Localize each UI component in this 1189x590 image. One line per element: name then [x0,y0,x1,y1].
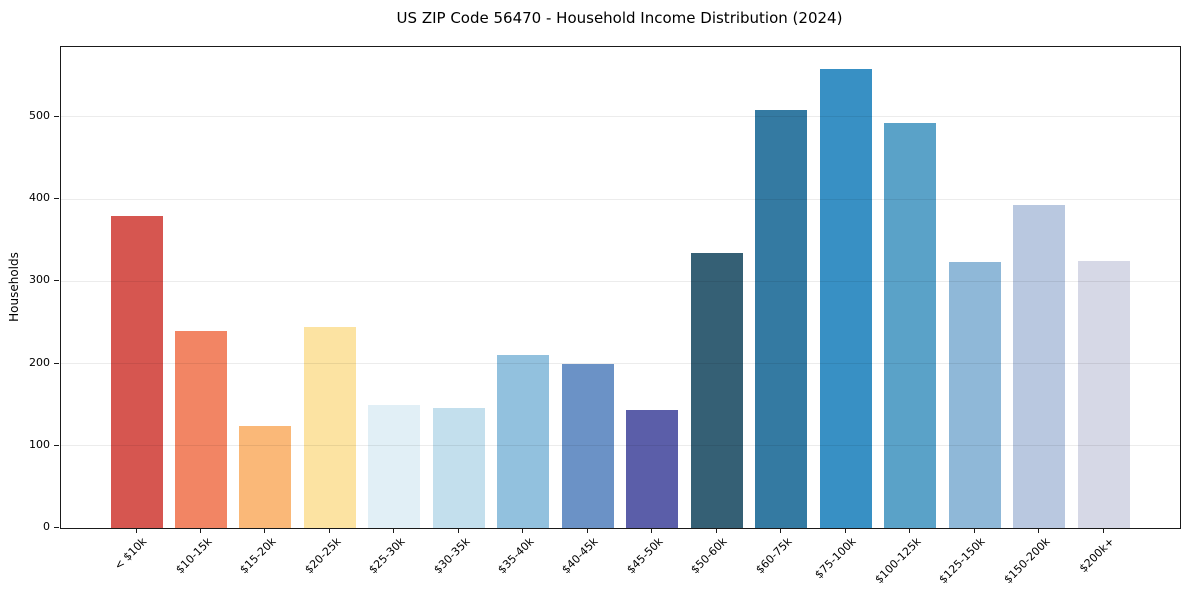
x-tick-label: $100-125k [872,535,924,587]
bar-$50-60k [690,253,743,528]
bar-$100-125k [884,122,937,528]
gridline-y-400 [61,198,1180,200]
bar-$125-150k [948,261,1001,528]
x-tick-label: < $10k [112,535,150,573]
bar-$40-45k [561,364,614,528]
x-tick-mark [393,528,395,533]
bar-$35-40k [497,354,550,528]
x-tick-mark [135,528,137,533]
bar-$150-200k [1013,204,1066,528]
y-tick-mark [54,527,59,528]
y-tick-label: 500 [29,108,50,122]
chart-title: US ZIP Code 56470 - Household Income Dis… [396,9,843,27]
x-tick-label: $40-45k [559,535,601,577]
y-tick-label: 0 [43,520,50,533]
x-tick-label: $60-75k [753,535,795,577]
bar-$30-35k [432,407,485,528]
x-tick-mark [780,528,782,533]
bar-$10-15k [174,330,227,528]
x-tick-mark [909,528,911,533]
x-tick-mark [328,528,330,533]
bar-$200k+ [1077,260,1130,528]
x-tick-mark [264,528,266,533]
x-tick-mark [844,528,846,533]
x-tick-label: $15-20k [237,535,279,577]
y-tick-mark [54,280,59,282]
bar-$60-75k [755,110,808,528]
x-tick-mark [199,528,201,533]
x-tick-mark [715,528,717,533]
x-tick-mark [1038,528,1040,533]
bar-$15-20k [239,426,292,528]
x-tick-label: $75-100k [812,535,859,582]
x-tick-mark [1102,528,1104,533]
x-tick-mark [457,528,459,533]
y-tick-label: 300 [29,273,50,287]
x-tick-mark [973,528,975,533]
gridline-y-300 [61,280,1180,282]
x-tick-mark [522,528,524,533]
x-tick-label: $35-40k [495,535,537,577]
bar-$45-50k [626,410,679,528]
x-tick-label: $150-200k [1001,535,1053,587]
x-tick-label: $125-150k [936,535,988,587]
y-tick-label: 100 [29,437,50,451]
plot-area [60,46,1181,529]
x-tick-label: $45-50k [624,535,666,577]
gridline-y-100 [61,445,1180,447]
y-tick-label: 400 [29,191,50,205]
y-axis-label: Households [7,251,21,322]
gridline-y-500 [61,116,1180,118]
gridline-y-200 [61,363,1180,365]
y-tick-mark [54,115,59,117]
x-tick-label: $20-25k [301,535,344,577]
bar-< $10k [110,215,163,528]
x-tick-label: $30-35k [430,535,473,577]
y-tick-mark [54,362,59,364]
y-tick-label: 200 [29,355,50,369]
y-tick-mark [54,444,59,446]
x-tick-mark [586,528,588,533]
x-tick-label: $200k+ [1076,535,1117,576]
x-tick-label: $25-30k [366,535,408,577]
bar-$25-30k [368,404,421,528]
y-tick-mark [54,198,59,200]
x-tick-label: $50-60k [688,535,730,577]
bar-$20-25k [303,327,356,528]
bar-$75-100k [819,69,872,528]
x-tick-label: $10-15k [172,535,215,577]
x-tick-mark [651,528,653,533]
